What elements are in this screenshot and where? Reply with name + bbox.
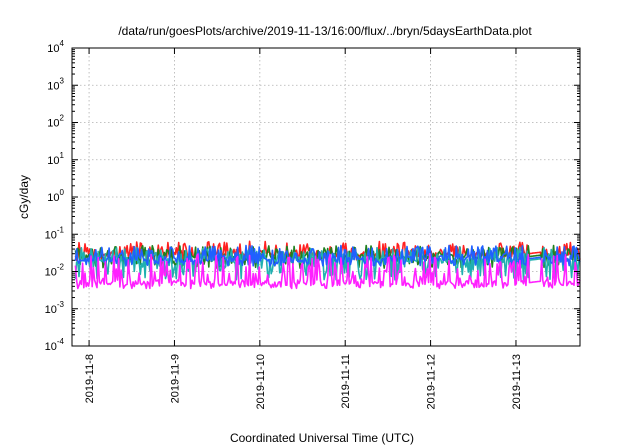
series-line-4 [74, 244, 581, 267]
y-tick-label: 100 [47, 188, 64, 204]
x-axis-label: Coordinated Universal Time (UTC) [230, 431, 414, 445]
x-tick-label: 2019-11-10 [255, 354, 267, 409]
y-tick-label: 10-4 [45, 337, 65, 353]
plot-frame [71, 47, 581, 347]
x-tick-label: 2019-11-8 [84, 354, 96, 403]
series-line-5 [74, 253, 581, 290]
y-tick-label: 104 [47, 39, 64, 55]
tick-layer: 10-4 10-3 10-2 10-1 100 101 102 103 104 2019-11-8… [45, 39, 580, 409]
y-tick-label: 10-2 [45, 263, 65, 279]
y-tick-label: 10-1 [45, 225, 65, 241]
y-tick-label: 101 [47, 151, 64, 167]
x-tick-label: 2019-11-12 [426, 354, 438, 409]
x-tick-label: 2019-11-13 [511, 354, 523, 409]
chart-title: /data/run/goesPlots/archive/2019-11-13/1… [118, 24, 532, 38]
series-layer [74, 240, 581, 290]
x-tick-label: 2019-11-11 [340, 354, 352, 409]
y-tick-label: 103 [47, 76, 64, 92]
y-tick-label: 102 [47, 114, 64, 130]
y-axis-label: cGy/day [17, 175, 31, 219]
y-tick-label: 10-3 [45, 300, 65, 316]
x-tick-label: 2019-11-9 [169, 354, 181, 403]
grid-layer [72, 48, 580, 346]
